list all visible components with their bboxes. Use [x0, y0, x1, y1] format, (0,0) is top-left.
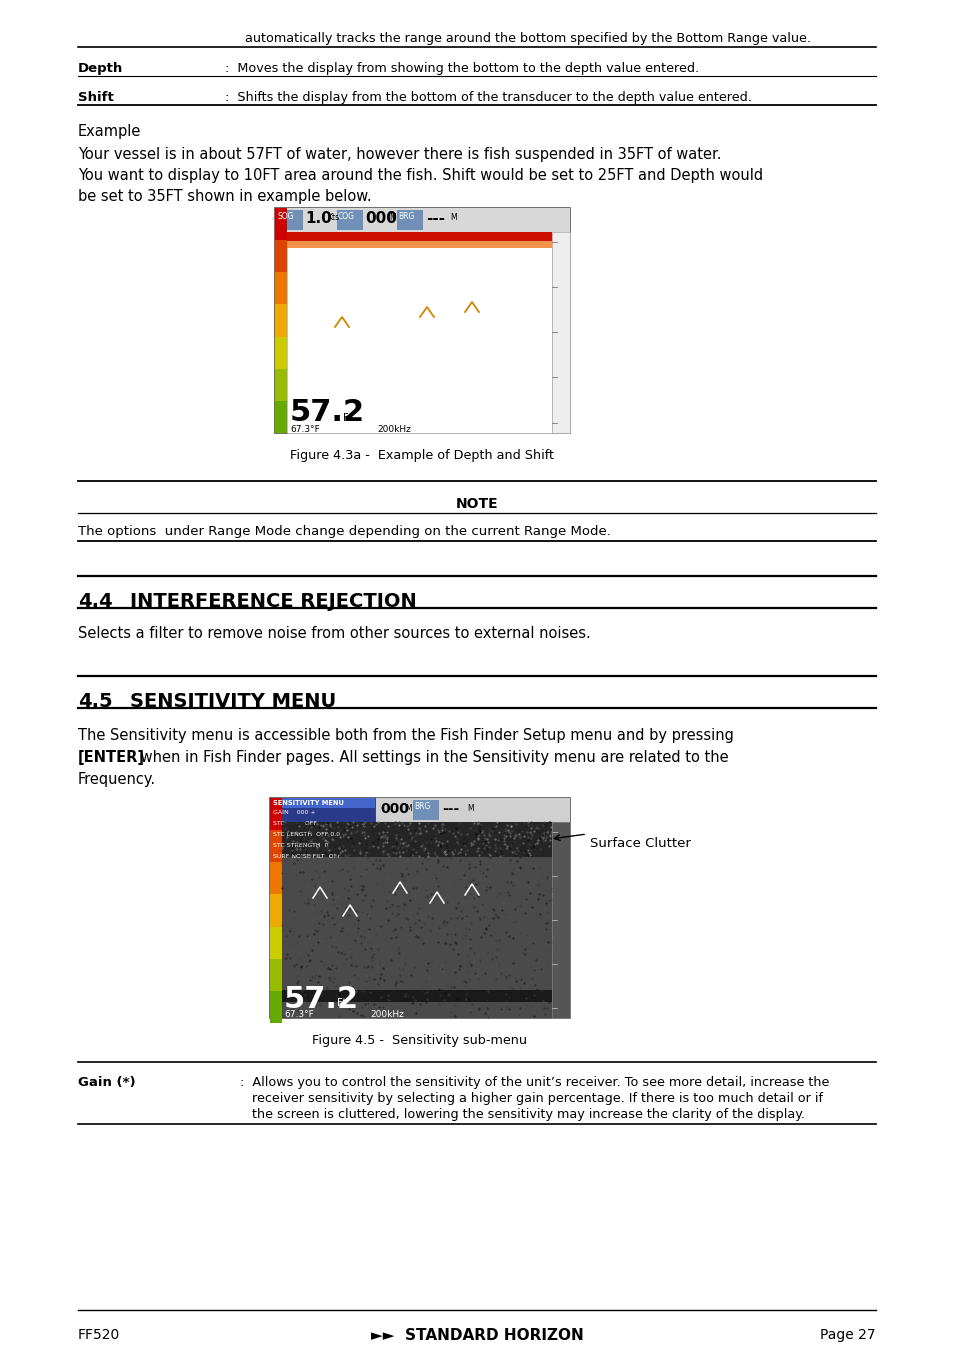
- Text: :  Shifts the display from the bottom of the transducer to the depth value enter: : Shifts the display from the bottom of …: [225, 91, 751, 104]
- Text: FF520: FF520: [78, 1328, 120, 1343]
- Bar: [270, 959, 282, 991]
- Text: Your vessel is in about 57FT of water, however there is fish suspended in 35FT o: Your vessel is in about 57FT of water, h…: [78, 147, 720, 162]
- Bar: [274, 272, 287, 304]
- Bar: [287, 241, 552, 247]
- Text: 200kHz: 200kHz: [376, 425, 411, 434]
- Text: M: M: [405, 804, 411, 813]
- Text: GAIN    000 +: GAIN 000 +: [273, 810, 315, 815]
- Text: :  Allows you to control the sensitivity of the unit’s receiver. To see more det: : Allows you to control the sensitivity …: [240, 1076, 828, 1088]
- Text: Selects a filter to remove noise from other sources to external noises.: Selects a filter to remove noise from ot…: [78, 626, 590, 641]
- Bar: [413, 800, 438, 821]
- Text: when in Fish Finder pages. All settings in the Sensitivity menu are related to t: when in Fish Finder pages. All settings …: [136, 750, 728, 765]
- Text: 1.0: 1.0: [305, 211, 332, 226]
- Bar: [274, 208, 569, 433]
- Text: Ft: Ft: [343, 412, 352, 423]
- Text: Frequency.: Frequency.: [78, 772, 156, 787]
- Bar: [287, 233, 552, 241]
- Text: SENSITIVITY MENU: SENSITIVITY MENU: [273, 800, 343, 806]
- Text: Depth: Depth: [78, 62, 123, 74]
- Bar: [282, 822, 552, 1018]
- Text: M: M: [450, 214, 456, 222]
- Text: ---: ---: [426, 211, 445, 226]
- Text: 4.5: 4.5: [78, 692, 112, 711]
- Text: The options  under Range Mode change depending on the current Range Mode.: The options under Range Mode change depe…: [78, 525, 610, 538]
- Text: INTERFERENCE REJECTION: INTERFERENCE REJECTION: [130, 592, 416, 611]
- Bar: [270, 798, 375, 808]
- Text: receiver sensitivity by selecting a higher gain percentage. If there is too much: receiver sensitivity by selecting a high…: [240, 1092, 822, 1105]
- Bar: [276, 210, 303, 230]
- Bar: [270, 895, 282, 926]
- Bar: [274, 400, 287, 433]
- Bar: [396, 210, 422, 230]
- Text: Gain (*): Gain (*): [78, 1076, 135, 1088]
- Bar: [274, 208, 569, 233]
- Text: BRG: BRG: [397, 212, 414, 220]
- Text: Kts: Kts: [327, 214, 338, 222]
- Text: Page 27: Page 27: [820, 1328, 875, 1343]
- Text: 4.4: 4.4: [78, 592, 112, 611]
- Text: ---: ---: [441, 802, 458, 817]
- Bar: [336, 210, 363, 230]
- Text: 000: 000: [379, 802, 409, 817]
- Text: :  Moves the display from showing the bottom to the depth value entered.: : Moves the display from showing the bot…: [225, 62, 699, 74]
- Text: automatically tracks the range around the bottom specified by the Bottom Range v: automatically tracks the range around th…: [245, 32, 810, 45]
- Text: You want to display to 10FT area around the fish. Shift would be set to 25FT and: You want to display to 10FT area around …: [78, 168, 762, 183]
- Text: The Sensitivity menu is accessible both from the Fish Finder Setup menu and by p: The Sensitivity menu is accessible both …: [78, 727, 733, 744]
- Bar: [270, 798, 282, 830]
- Text: ►►  STANDARD HORIZON: ►► STANDARD HORIZON: [370, 1328, 583, 1343]
- Text: M: M: [467, 804, 473, 813]
- Bar: [270, 863, 282, 895]
- Text: SOG: SOG: [277, 212, 294, 220]
- Text: Example: Example: [78, 124, 141, 139]
- Bar: [270, 798, 569, 822]
- Text: Shift: Shift: [78, 91, 113, 104]
- Bar: [274, 208, 287, 241]
- Bar: [282, 822, 552, 857]
- Text: 57.2: 57.2: [290, 397, 365, 427]
- Text: STC STRENGTH  0: STC STRENGTH 0: [273, 844, 328, 848]
- Bar: [287, 233, 552, 433]
- Bar: [552, 233, 569, 433]
- Text: 67.3°F: 67.3°F: [290, 425, 319, 434]
- Bar: [270, 926, 282, 959]
- Bar: [270, 798, 375, 869]
- Text: 200kHz: 200kHz: [370, 1010, 403, 1019]
- Text: Ft: Ft: [336, 998, 346, 1009]
- Text: STC LENGTH  OFF 0.0: STC LENGTH OFF 0.0: [273, 831, 340, 837]
- Bar: [552, 822, 569, 1018]
- Text: NOTE: NOTE: [456, 498, 497, 511]
- Bar: [270, 830, 282, 863]
- Bar: [270, 798, 569, 1018]
- Bar: [270, 991, 282, 1023]
- Text: the screen is cluttered, lowering the sensitivity may increase the clarity of th: the screen is cluttered, lowering the se…: [240, 1109, 804, 1121]
- Text: Figure 4.5 -  Sensitivity sub-menu: Figure 4.5 - Sensitivity sub-menu: [313, 1034, 527, 1046]
- Text: SURF NOISE FILT  OFF: SURF NOISE FILT OFF: [273, 854, 340, 859]
- Bar: [282, 990, 552, 1002]
- Text: 67.3°F: 67.3°F: [284, 1010, 314, 1019]
- Bar: [274, 337, 287, 369]
- Text: 57.2: 57.2: [284, 986, 358, 1014]
- Text: 000: 000: [365, 211, 396, 226]
- Text: M: M: [389, 214, 395, 222]
- Text: BRG: BRG: [414, 802, 430, 811]
- Text: Figure 4.3a -  Example of Depth and Shift: Figure 4.3a - Example of Depth and Shift: [290, 449, 554, 462]
- Bar: [274, 369, 287, 400]
- Text: COG: COG: [337, 212, 355, 220]
- Bar: [274, 304, 287, 337]
- Text: [ENTER]: [ENTER]: [78, 750, 145, 765]
- Text: be set to 35FT shown in example below.: be set to 35FT shown in example below.: [78, 189, 372, 204]
- Bar: [274, 241, 287, 272]
- Text: Surface Clutter: Surface Clutter: [589, 837, 690, 850]
- Text: SENSITIVITY MENU: SENSITIVITY MENU: [130, 692, 335, 711]
- Text: STC          OFF: STC OFF: [273, 821, 316, 826]
